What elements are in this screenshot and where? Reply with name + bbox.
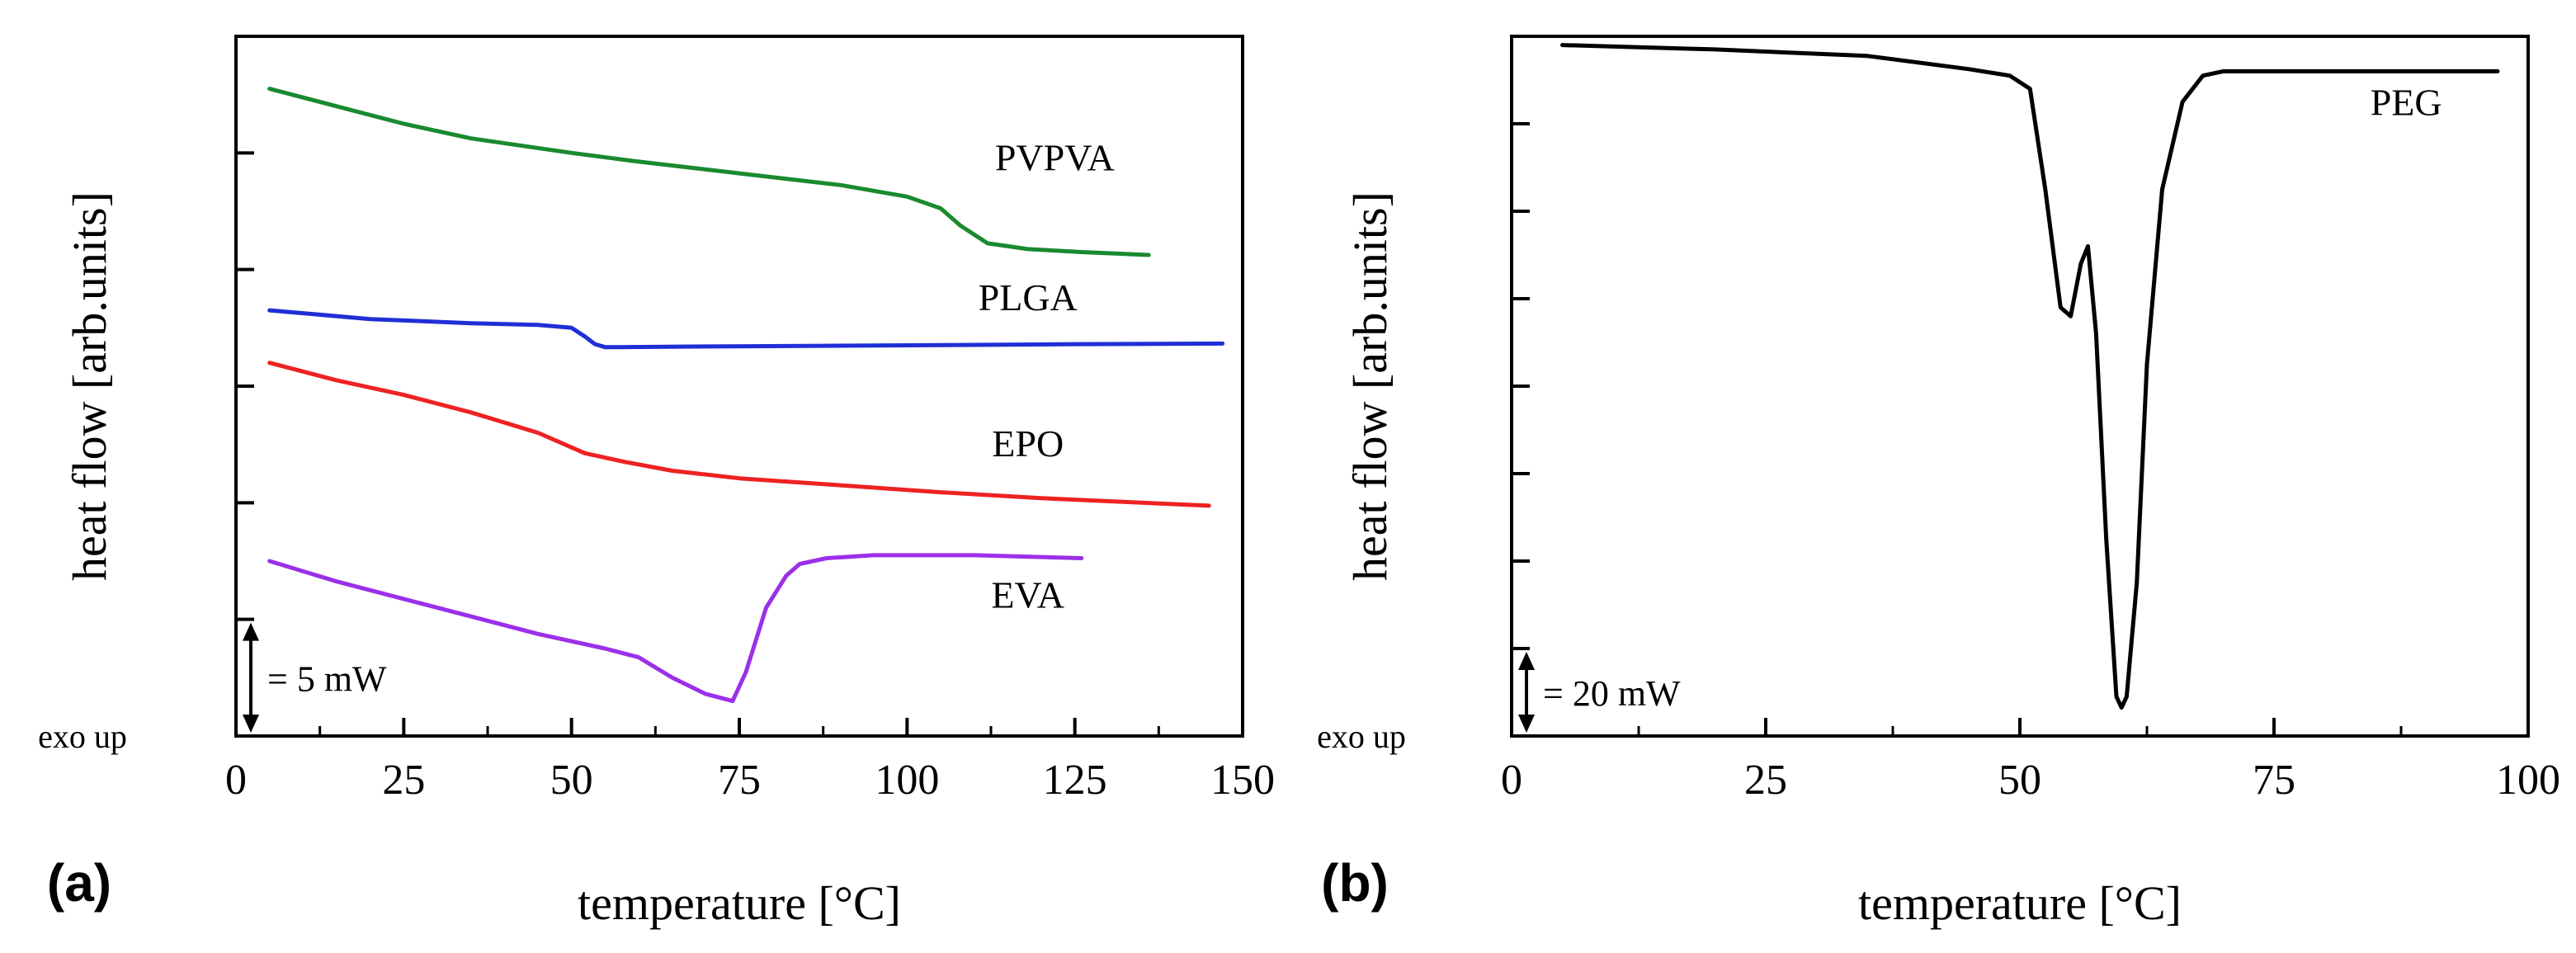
- panel-a-ticks: [234, 35, 1244, 736]
- series-label-eva: EVA: [991, 574, 1064, 616]
- x-tick-label: 100: [2496, 757, 2560, 804]
- panel-a-x-tick-labels: 0 25 50 75 100 125 150: [225, 757, 1275, 804]
- scale-bar-arrow-up: [1518, 652, 1535, 670]
- panel-b-series: [1560, 43, 2500, 710]
- series-line-eva: [267, 553, 1084, 704]
- series-label-peg: PEG: [2371, 81, 2442, 123]
- x-tick-label: 150: [1210, 757, 1275, 804]
- x-tick-label: 50: [550, 757, 593, 804]
- x-tick-label: 50: [1998, 757, 2041, 804]
- series-line-peg: [1560, 43, 2500, 710]
- panel-b-chart: 0 25 50 75 100 PEG = 20 mW exo up heat flow …: [1317, 35, 2560, 930]
- series-line-plga: [267, 308, 1225, 350]
- scale-bar-arrow-up: [243, 622, 259, 641]
- panel-a-x-axis-label: temperature [°C]: [578, 876, 901, 930]
- panel-a-label: (a): [47, 853, 111, 913]
- x-tick-label: 0: [225, 757, 247, 804]
- scale-bar-arrow-down: [243, 715, 259, 733]
- series-label-pvpva: PVPVA: [995, 137, 1115, 179]
- x-tick-label: 125: [1043, 757, 1107, 804]
- panel-b-exo-label: exo up: [1317, 718, 1406, 755]
- panel-b-x-axis-label: temperature [°C]: [1858, 876, 2182, 930]
- scale-bar-arrow-down: [1518, 715, 1535, 733]
- panel-b-ticks: [1510, 122, 2530, 736]
- panel-a-series: [267, 87, 1225, 704]
- series-label-plga: PLGA: [979, 276, 1078, 318]
- panel-b-plot-frame: [1510, 35, 2530, 738]
- x-tick-label: 75: [718, 757, 761, 804]
- series-line-epo: [267, 361, 1211, 508]
- panel-a-y-axis-label: heat flow [arb.units]: [63, 191, 116, 581]
- x-tick-label: 0: [1501, 757, 1522, 804]
- panel-b-y-axis-label: heat flow [arb.units]: [1343, 191, 1397, 581]
- x-tick-label: 25: [1744, 757, 1787, 804]
- scale-bar-label: = 20 mW: [1543, 673, 1681, 714]
- scale-bar-label: = 5 mW: [267, 658, 387, 699]
- panel-a-exo-label: exo up: [38, 718, 127, 755]
- series-label-epo: EPO: [992, 422, 1064, 465]
- panel-a-scale-bar: = 5 mW: [243, 622, 387, 733]
- panel-b-series-labels: PEG: [2371, 81, 2442, 123]
- panel-b-label: (b): [1321, 853, 1389, 913]
- panel-b-x-tick-labels: 0 25 50 75 100: [1501, 757, 2560, 804]
- x-tick-label: 25: [382, 757, 425, 804]
- series-line-pvpva: [267, 87, 1151, 257]
- x-tick-label: 100: [875, 757, 939, 804]
- panel-b-scale-bar: = 20 mW: [1518, 652, 1681, 733]
- x-tick-label: 75: [2253, 757, 2295, 804]
- panel-a-series-labels: PVPVA PLGA EPO EVA: [979, 137, 1115, 616]
